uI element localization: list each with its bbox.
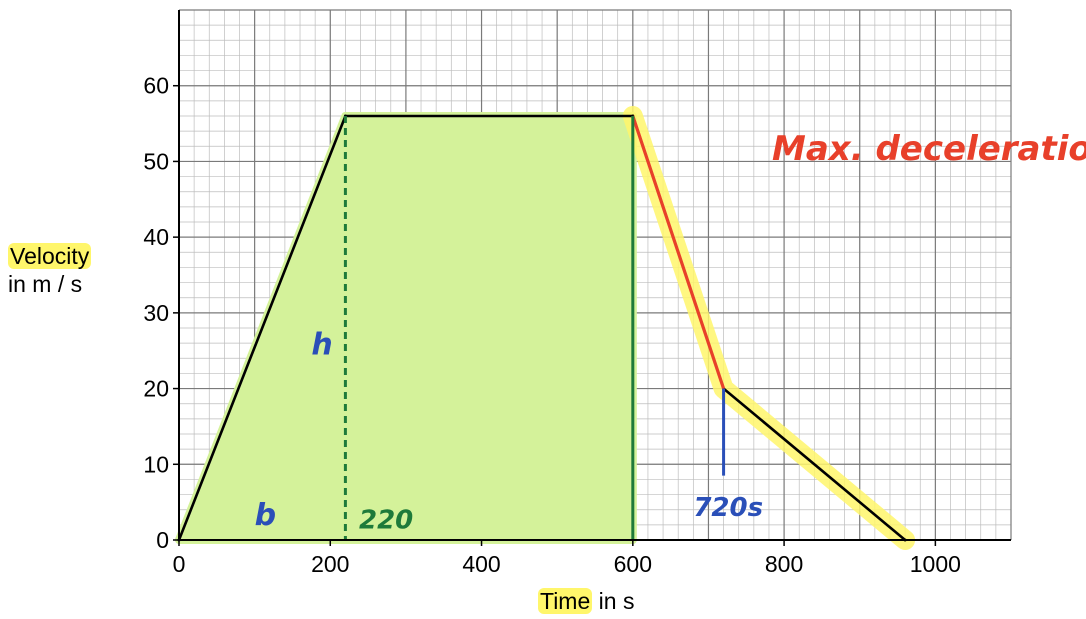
x-tick-label: 0 [173, 551, 186, 577]
x-axis-label-highlight: Time [538, 588, 593, 614]
x-tick-label: 800 [765, 551, 803, 577]
x-tick-label: 400 [462, 551, 500, 577]
y-axis-label: Velocity in m / s [8, 242, 92, 298]
y-tick-label: 0 [156, 527, 169, 553]
x-tick-label: 200 [311, 551, 349, 577]
y-tick-label: 20 [143, 376, 169, 402]
annotation-max-deceleration: Max. deceleration [772, 129, 1086, 169]
annotations: Max. deceleration h b 220 720s [255, 129, 1086, 536]
x-axis-label-rest: in s [598, 588, 635, 614]
y-tick-label: 10 [143, 451, 169, 477]
tick-labels: 0 200 400 600 800 1000 0 10 20 30 40 50 60 [143, 73, 961, 577]
annotation-220: 220 [359, 506, 413, 536]
annotation-720s: 720s [693, 493, 763, 523]
y-axis-label-line2: in m / s [8, 271, 83, 297]
x-tick-label: 600 [614, 551, 652, 577]
annotation-h: h [311, 328, 332, 363]
x-tick-label: 1000 [910, 551, 961, 577]
x-axis-label: Time in s [538, 588, 634, 615]
y-tick-label: 60 [143, 73, 169, 99]
y-tick-label: 40 [143, 224, 169, 250]
annotation-b: b [255, 498, 276, 533]
max-deceleration-segment [631, 115, 726, 390]
y-axis-label-line1: Velocity [8, 243, 92, 269]
y-tick-label: 50 [143, 148, 169, 174]
axes [178, 10, 1011, 541]
y-tick-label: 30 [143, 300, 169, 326]
